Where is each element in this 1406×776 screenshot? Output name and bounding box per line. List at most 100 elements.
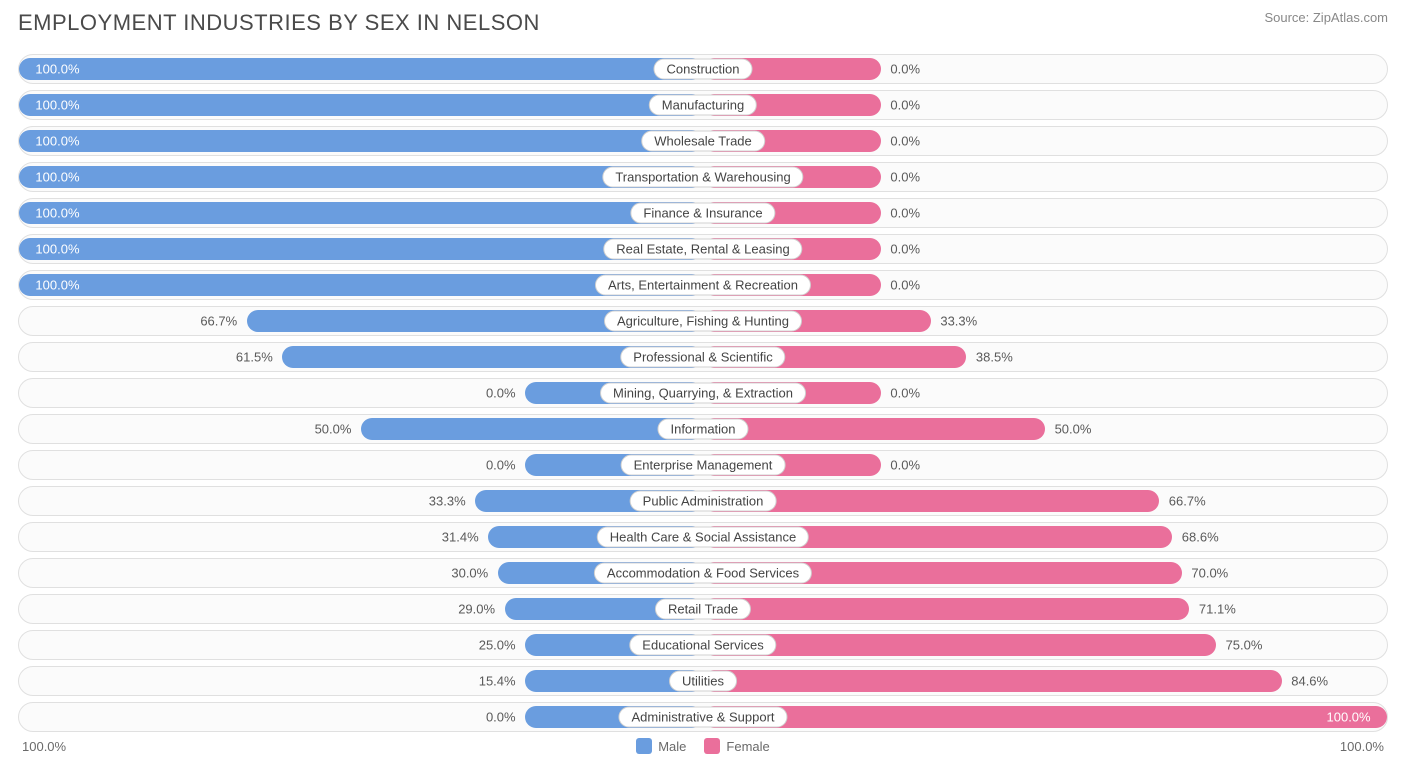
female-pct-label: 38.5% xyxy=(976,350,1013,365)
male-bar xyxy=(19,130,703,152)
chart-row: 0.0% 100.0% Administrative & Support xyxy=(18,702,1388,732)
category-label: Arts, Entertainment & Recreation xyxy=(595,275,811,296)
legend-male: Male xyxy=(636,738,686,754)
category-label: Enterprise Management xyxy=(621,455,786,476)
female-pct-label: 0.0% xyxy=(890,278,920,293)
male-pct-label: 0.0% xyxy=(486,458,516,473)
female-pct-label: 0.0% xyxy=(890,206,920,221)
female-pct-label: 70.0% xyxy=(1191,566,1228,581)
legend-female: Female xyxy=(704,738,769,754)
male-pct-label: 0.0% xyxy=(486,386,516,401)
female-pct-label: 71.1% xyxy=(1199,602,1236,617)
female-pct-label: 50.0% xyxy=(1055,422,1092,437)
female-pct-label: 0.0% xyxy=(890,458,920,473)
category-label: Manufacturing xyxy=(649,95,757,116)
female-pct-label: 100.0% xyxy=(1327,710,1371,725)
chart-row: 50.0% 50.0% Information xyxy=(18,414,1388,444)
chart-legend: Male Female xyxy=(636,738,770,754)
female-pct-label: 0.0% xyxy=(890,134,920,149)
female-bar xyxy=(703,598,1189,620)
female-pct-label: 66.7% xyxy=(1169,494,1206,509)
male-bar xyxy=(19,58,703,80)
male-pct-label: 50.0% xyxy=(315,422,352,437)
category-label: Utilities xyxy=(669,671,737,692)
chart-source: Source: ZipAtlas.com xyxy=(1264,10,1388,25)
chart-row: 0.0% 0.0% Enterprise Management xyxy=(18,450,1388,480)
category-label: Construction xyxy=(654,59,753,80)
chart-row: 25.0% 75.0% Educational Services xyxy=(18,630,1388,660)
category-label: Information xyxy=(657,419,748,440)
male-pct-label: 31.4% xyxy=(442,530,479,545)
male-bar xyxy=(361,418,703,440)
chart-row: 29.0% 71.1% Retail Trade xyxy=(18,594,1388,624)
chart-row: 100.0% 0.0% Finance & Insurance xyxy=(18,198,1388,228)
chart-title: EMPLOYMENT INDUSTRIES BY SEX IN NELSON xyxy=(18,10,540,36)
male-pct-label: 33.3% xyxy=(429,494,466,509)
legend-female-label: Female xyxy=(726,739,769,754)
chart-row: 100.0% 0.0% Manufacturing xyxy=(18,90,1388,120)
male-pct-label: 29.0% xyxy=(458,602,495,617)
category-label: Administrative & Support xyxy=(618,707,787,728)
category-label: Health Care & Social Assistance xyxy=(597,527,809,548)
male-pct-label: 100.0% xyxy=(35,170,79,185)
male-pct-label: 100.0% xyxy=(35,206,79,221)
chart-row: 100.0% 0.0% Construction xyxy=(18,54,1388,84)
female-bar xyxy=(703,634,1216,656)
legend-female-swatch xyxy=(704,738,720,754)
category-label: Transportation & Warehousing xyxy=(602,167,803,188)
chart-row: 100.0% 0.0% Real Estate, Rental & Leasing xyxy=(18,234,1388,264)
legend-male-label: Male xyxy=(658,739,686,754)
axis-right-label: 100.0% xyxy=(1340,739,1384,754)
category-label: Wholesale Trade xyxy=(641,131,765,152)
category-label: Educational Services xyxy=(629,635,776,656)
male-pct-label: 100.0% xyxy=(35,98,79,113)
female-pct-label: 33.3% xyxy=(940,314,977,329)
male-pct-label: 25.0% xyxy=(479,638,516,653)
category-label: Accommodation & Food Services xyxy=(594,563,812,584)
male-bar xyxy=(19,166,703,188)
male-pct-label: 15.4% xyxy=(479,674,516,689)
female-bar xyxy=(703,706,1387,728)
female-bar xyxy=(703,670,1282,692)
category-label: Professional & Scientific xyxy=(620,347,785,368)
legend-male-swatch xyxy=(636,738,652,754)
male-bar xyxy=(19,238,703,260)
chart-row: 0.0% 0.0% Mining, Quarrying, & Extraction xyxy=(18,378,1388,408)
male-bar xyxy=(19,202,703,224)
chart-row: 100.0% 0.0% Wholesale Trade xyxy=(18,126,1388,156)
male-pct-label: 61.5% xyxy=(236,350,273,365)
chart-row: 100.0%0.0%Arts, Entertainment & Recreati… xyxy=(18,270,1388,300)
axis-left-label: 100.0% xyxy=(22,739,66,754)
female-pct-label: 75.0% xyxy=(1226,638,1263,653)
category-label: Finance & Insurance xyxy=(630,203,775,224)
chart-row: 61.5% 38.5% Professional & Scientific xyxy=(18,342,1388,372)
chart-row: 30.0%70.0%Accommodation & Food Services xyxy=(18,558,1388,588)
male-pct-label: 100.0% xyxy=(35,134,79,149)
female-pct-label: 0.0% xyxy=(890,62,920,77)
male-pct-label: 100.0% xyxy=(35,242,79,257)
male-pct-label: 0.0% xyxy=(486,710,516,725)
category-label: Public Administration xyxy=(630,491,777,512)
female-pct-label: 84.6% xyxy=(1291,674,1328,689)
category-label: Agriculture, Fishing & Hunting xyxy=(604,311,802,332)
male-pct-label: 66.7% xyxy=(200,314,237,329)
chart-row: 66.7% 33.3% Agriculture, Fishing & Hunting xyxy=(18,306,1388,336)
chart-row: 15.4% 84.6% Utilities xyxy=(18,666,1388,696)
female-pct-label: 68.6% xyxy=(1182,530,1219,545)
male-bar xyxy=(19,94,703,116)
chart-row: 33.3% 66.7% Public Administration xyxy=(18,486,1388,516)
category-label: Mining, Quarrying, & Extraction xyxy=(600,383,806,404)
chart-row: 31.4% 68.6% Health Care & Social Assistanc… xyxy=(18,522,1388,552)
category-label: Retail Trade xyxy=(655,599,751,620)
chart-row: 100.0% 0.0% Transportation & Warehousing xyxy=(18,162,1388,192)
male-pct-label: 100.0% xyxy=(35,62,79,77)
diverging-bar-chart: 100.0% 0.0% Construction 100.0% 0.0% Manufact… xyxy=(18,54,1388,732)
female-bar xyxy=(703,418,1045,440)
female-pct-label: 0.0% xyxy=(890,242,920,257)
chart-axis: 100.0% Male Female 100.0% xyxy=(18,738,1388,754)
female-pct-label: 0.0% xyxy=(890,386,920,401)
female-pct-label: 0.0% xyxy=(890,170,920,185)
category-label: Real Estate, Rental & Leasing xyxy=(603,239,802,260)
chart-header: EMPLOYMENT INDUSTRIES BY SEX IN NELSON S… xyxy=(18,10,1388,36)
female-pct-label: 0.0% xyxy=(890,98,920,113)
